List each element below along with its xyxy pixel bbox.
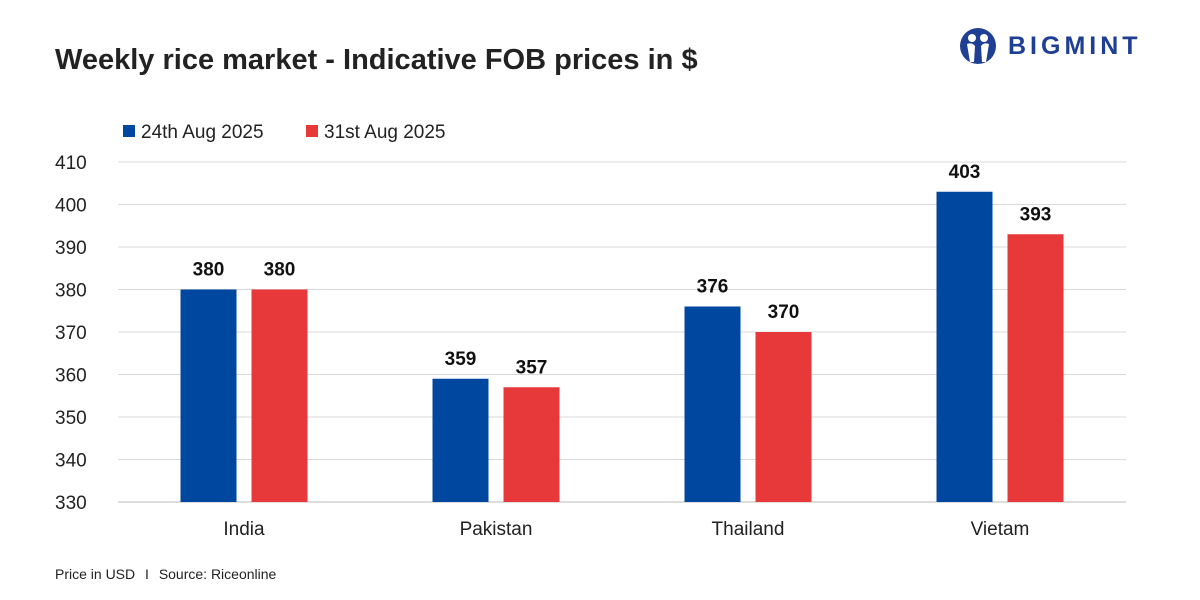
y-tick-label: 380 <box>55 281 87 302</box>
separator: I <box>145 566 149 582</box>
y-tick-label: 350 <box>55 408 87 429</box>
x-tick-label: Vietam <box>971 519 1030 540</box>
y-tick-label: 410 <box>55 153 87 174</box>
data-label: 393 <box>1020 204 1052 225</box>
y-tick-label: 400 <box>55 196 87 217</box>
legend-swatch <box>123 125 135 137</box>
bar <box>684 306 741 502</box>
bar <box>251 289 308 502</box>
y-tick-label: 330 <box>55 493 87 514</box>
y-tick-label: 370 <box>55 323 87 344</box>
data-label: 403 <box>949 162 981 183</box>
bar <box>432 378 489 502</box>
source-note: Source: Riceonline <box>158 566 277 582</box>
data-label: 376 <box>697 277 729 298</box>
unit-note: Price in USD <box>55 566 136 582</box>
y-tick-label: 340 <box>55 451 87 472</box>
data-label: 380 <box>264 260 296 281</box>
logo-icon <box>960 28 996 64</box>
bar <box>180 289 237 502</box>
data-label: 359 <box>445 349 477 370</box>
legend-swatch <box>306 125 318 137</box>
bar <box>755 332 812 502</box>
bar <box>936 191 993 502</box>
y-tick-label: 390 <box>55 238 87 259</box>
x-tick-label: Thailand <box>712 519 785 540</box>
logo-text: BIGMINT <box>1008 31 1142 60</box>
bigmint-logo: BIGMINT <box>958 26 1142 66</box>
legend-label: 31st Aug 2025 <box>324 122 446 143</box>
chart-footer: Price in USD I Source: Riceonline <box>55 566 276 582</box>
data-label: 357 <box>516 357 548 378</box>
data-label: 380 <box>193 260 225 281</box>
y-tick-label: 360 <box>55 366 87 387</box>
bar <box>503 387 560 502</box>
chart-title: Weekly rice market - Indicative FOB pric… <box>55 44 698 76</box>
legend-label: 24th Aug 2025 <box>141 122 264 143</box>
bar <box>1007 234 1064 502</box>
data-label: 370 <box>768 302 800 323</box>
x-tick-label: Pakistan <box>460 519 533 540</box>
x-tick-label: India <box>223 519 265 540</box>
